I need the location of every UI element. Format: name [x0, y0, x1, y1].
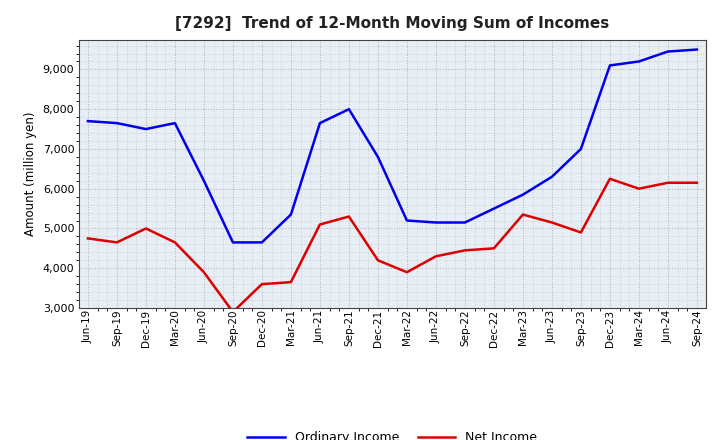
Net Income [402, 270, 411, 275]
Title: [7292]  Trend of 12-Month Moving Sum of Incomes: [7292] Trend of 12-Month Moving Sum of I… [175, 16, 610, 32]
Ordinary Income [693, 47, 701, 52]
Net Income [518, 212, 527, 217]
Net Income [228, 309, 237, 315]
Net Income [548, 220, 557, 225]
Ordinary Income [518, 192, 527, 197]
Net Income [258, 282, 266, 287]
Ordinary Income [315, 121, 324, 126]
Net Income [142, 226, 150, 231]
Net Income [490, 246, 498, 251]
Net Income [199, 270, 208, 275]
Ordinary Income [84, 118, 92, 124]
Ordinary Income [548, 174, 557, 180]
Net Income [374, 258, 382, 263]
Line: Ordinary Income: Ordinary Income [88, 50, 697, 242]
Net Income [112, 240, 121, 245]
Net Income [461, 248, 469, 253]
Legend: Ordinary Income, Net Income: Ordinary Income, Net Income [243, 426, 542, 440]
Net Income [634, 186, 643, 191]
Net Income [84, 236, 92, 241]
Line: Net Income: Net Income [88, 179, 697, 312]
Net Income [693, 180, 701, 185]
Ordinary Income [142, 126, 150, 132]
Ordinary Income [461, 220, 469, 225]
Ordinary Income [490, 206, 498, 211]
Ordinary Income [112, 121, 121, 126]
Net Income [171, 240, 179, 245]
Net Income [577, 230, 585, 235]
Net Income [431, 254, 440, 259]
Ordinary Income [664, 49, 672, 54]
Ordinary Income [345, 106, 354, 112]
Ordinary Income [374, 154, 382, 160]
Ordinary Income [402, 218, 411, 223]
Ordinary Income [287, 212, 295, 217]
Y-axis label: Amount (million yen): Amount (million yen) [24, 112, 37, 236]
Ordinary Income [228, 240, 237, 245]
Net Income [287, 279, 295, 285]
Net Income [345, 214, 354, 219]
Ordinary Income [431, 220, 440, 225]
Ordinary Income [606, 63, 614, 68]
Net Income [315, 222, 324, 227]
Net Income [606, 176, 614, 181]
Ordinary Income [577, 147, 585, 152]
Ordinary Income [634, 59, 643, 64]
Ordinary Income [258, 240, 266, 245]
Ordinary Income [171, 121, 179, 126]
Net Income [664, 180, 672, 185]
Ordinary Income [199, 178, 208, 183]
